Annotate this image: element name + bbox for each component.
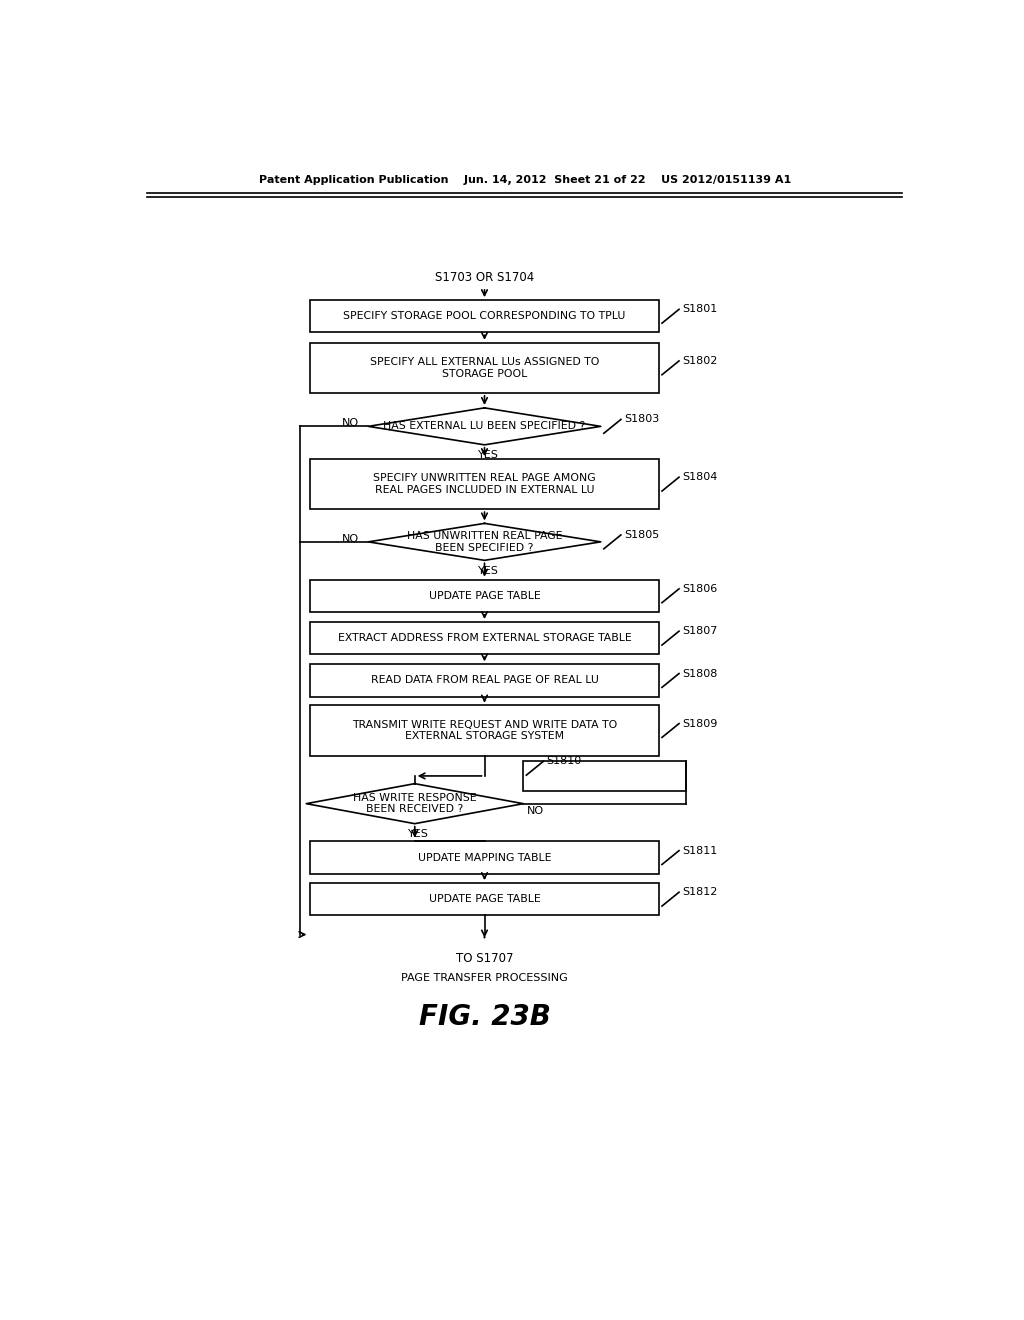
Bar (310, 705, 658, 755)
Text: S1801: S1801 (682, 305, 718, 314)
Text: NO: NO (342, 418, 359, 428)
Text: NO: NO (527, 807, 544, 816)
Polygon shape (306, 784, 523, 824)
Text: UPDATE PAGE TABLE: UPDATE PAGE TABLE (429, 591, 541, 601)
Bar (310, 622, 658, 655)
Text: S1803: S1803 (624, 414, 659, 425)
Text: S1808: S1808 (682, 668, 718, 678)
Text: HAS EXTERNAL LU BEEN SPECIFIED ?: HAS EXTERNAL LU BEEN SPECIFIED ? (383, 421, 586, 432)
Text: S1703 OR S1704: S1703 OR S1704 (435, 271, 535, 284)
Text: S1810: S1810 (547, 756, 582, 767)
Text: UPDATE MAPPING TABLE: UPDATE MAPPING TABLE (418, 853, 551, 862)
Text: HAS WRITE RESPONSE
BEEN RECEIVED ?: HAS WRITE RESPONSE BEEN RECEIVED ? (353, 793, 476, 814)
Text: TO S1707: TO S1707 (456, 952, 513, 965)
Text: FIG. 23B: FIG. 23B (419, 1003, 551, 1031)
Text: S1809: S1809 (682, 718, 718, 729)
Text: Patent Application Publication    Jun. 14, 2012  Sheet 21 of 22    US 2012/01511: Patent Application Publication Jun. 14, … (259, 176, 791, 185)
Text: SPECIFY ALL EXTERNAL LUs ASSIGNED TO
STORAGE POOL: SPECIFY ALL EXTERNAL LUs ASSIGNED TO STO… (370, 356, 599, 379)
Bar (310, 459, 658, 510)
Bar (310, 841, 658, 874)
Text: YES: YES (478, 450, 499, 461)
Bar (310, 664, 658, 697)
Text: SPECIFY STORAGE POOL CORRESPONDING TO TPLU: SPECIFY STORAGE POOL CORRESPONDING TO TP… (343, 312, 626, 321)
Text: S1802: S1802 (682, 356, 718, 366)
Text: S1812: S1812 (682, 887, 718, 898)
Text: SPECIFY UNWRITTEN REAL PAGE AMONG
REAL PAGES INCLUDED IN EXTERNAL LU: SPECIFY UNWRITTEN REAL PAGE AMONG REAL P… (373, 474, 596, 495)
Bar (310, 343, 658, 393)
Text: S1805: S1805 (624, 529, 659, 540)
Text: HAS UNWRITTEN REAL PAGE
BEEN SPECIFIED ?: HAS UNWRITTEN REAL PAGE BEEN SPECIFIED ? (407, 531, 562, 553)
Text: READ DATA FROM REAL PAGE OF REAL LU: READ DATA FROM REAL PAGE OF REAL LU (371, 676, 598, 685)
Bar (310, 883, 658, 915)
Text: EXTRACT ADDRESS FROM EXTERNAL STORAGE TABLE: EXTRACT ADDRESS FROM EXTERNAL STORAGE TA… (338, 634, 632, 643)
Polygon shape (369, 524, 601, 561)
Text: TRANSMIT WRITE REQUEST AND WRITE DATA TO
EXTERNAL STORAGE SYSTEM: TRANSMIT WRITE REQUEST AND WRITE DATA TO… (352, 719, 617, 742)
Text: S1806: S1806 (682, 583, 718, 594)
Text: PAGE TRANSFER PROCESSING: PAGE TRANSFER PROCESSING (401, 973, 568, 983)
Polygon shape (369, 408, 601, 445)
Text: YES: YES (478, 566, 499, 576)
Text: UPDATE PAGE TABLE: UPDATE PAGE TABLE (429, 894, 541, 904)
Bar (310, 300, 658, 333)
Bar (310, 579, 658, 612)
Text: S1807: S1807 (682, 626, 718, 636)
Bar (523, 762, 686, 791)
Text: S1804: S1804 (682, 473, 718, 482)
Text: NO: NO (342, 533, 359, 544)
Text: S1811: S1811 (682, 846, 718, 855)
Text: YES: YES (409, 829, 429, 840)
